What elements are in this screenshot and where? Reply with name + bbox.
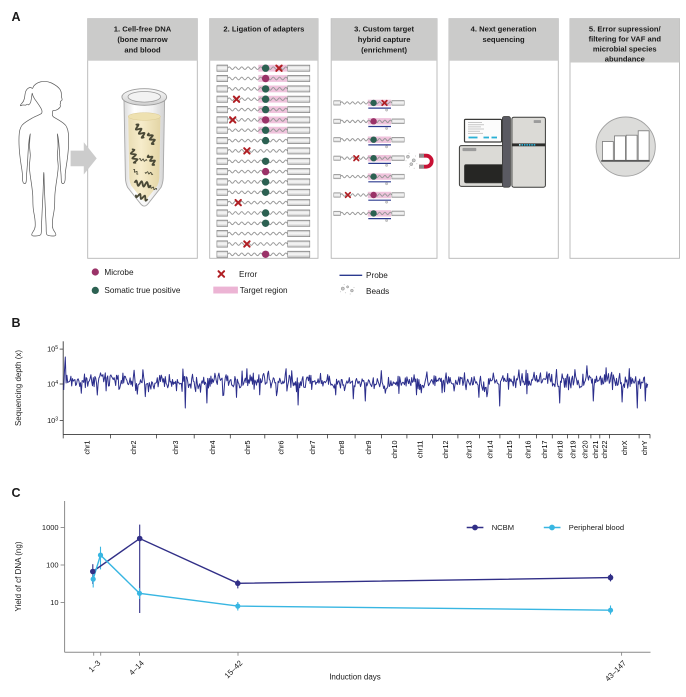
svg-text:2. Ligation of adapters: 2. Ligation of adapters <box>223 25 304 34</box>
svg-text:103: 103 <box>47 416 58 425</box>
svg-text:sequencing: sequencing <box>482 35 525 44</box>
svg-text:A: A <box>12 10 21 24</box>
svg-text:chr17: chr17 <box>540 441 549 459</box>
svg-text:filtering for VAF and: filtering for VAF and <box>589 35 662 44</box>
svg-text:Microbe: Microbe <box>104 268 134 277</box>
svg-text:NCBM: NCBM <box>492 523 514 532</box>
svg-text:chr1: chr1 <box>83 440 92 454</box>
svg-text:chr5: chr5 <box>243 440 252 454</box>
svg-text:Probe: Probe <box>366 271 388 280</box>
svg-text:chr11: chr11 <box>415 441 424 458</box>
svg-text:10: 10 <box>50 598 58 607</box>
svg-text:chr19: chr19 <box>569 441 578 459</box>
svg-text:chr4: chr4 <box>208 440 217 454</box>
svg-text:chr13: chr13 <box>464 441 473 459</box>
svg-text:3. Custom target: 3. Custom target <box>354 25 414 34</box>
svg-text:104: 104 <box>47 380 58 389</box>
svg-text:chr10: chr10 <box>390 441 399 459</box>
svg-text:chr14: chr14 <box>485 441 494 459</box>
svg-text:Yield of cf DNA (ng): Yield of cf DNA (ng) <box>14 541 23 611</box>
svg-text:Peripheral blood: Peripheral blood <box>569 523 624 532</box>
svg-text:Somatic true positive: Somatic true positive <box>104 286 180 295</box>
svg-text:4. Next generation: 4. Next generation <box>471 25 537 34</box>
svg-text:chr6: chr6 <box>277 440 286 454</box>
svg-text:chrY: chrY <box>640 440 649 455</box>
svg-text:(bone marrow: (bone marrow <box>117 35 167 44</box>
svg-text:(enrichment): (enrichment) <box>361 45 407 54</box>
svg-text:Beads: Beads <box>366 287 389 296</box>
svg-text:chr9: chr9 <box>364 440 373 454</box>
svg-text:chr3: chr3 <box>171 440 180 454</box>
svg-text:C: C <box>12 486 21 500</box>
svg-text:chr15: chr15 <box>505 441 514 459</box>
svg-text:Induction days: Induction days <box>329 673 381 682</box>
svg-text:and blood: and blood <box>124 45 161 54</box>
svg-text:1000: 1000 <box>42 523 59 532</box>
svg-text:chr20: chr20 <box>580 441 589 459</box>
svg-text:5. Error supression/: 5. Error supression/ <box>589 25 662 34</box>
svg-text:Error: Error <box>239 270 257 279</box>
svg-text:Sequencing depth (x): Sequencing depth (x) <box>14 350 23 426</box>
svg-text:chr2: chr2 <box>129 440 138 454</box>
svg-text:chr18: chr18 <box>556 441 565 459</box>
svg-text:microbial species: microbial species <box>593 45 657 54</box>
svg-text:105: 105 <box>47 345 58 354</box>
svg-text:chr22: chr22 <box>600 441 609 459</box>
svg-text:chr12: chr12 <box>441 441 450 459</box>
svg-text:abundance: abundance <box>605 55 645 64</box>
svg-text:1. Cell-free DNA: 1. Cell-free DNA <box>114 25 172 34</box>
svg-text:hybrid capture: hybrid capture <box>358 35 411 44</box>
svg-text:chr8: chr8 <box>337 440 346 454</box>
svg-text:chr7: chr7 <box>308 440 317 454</box>
svg-text:chr16: chr16 <box>524 441 533 459</box>
svg-text:chr21: chr21 <box>591 441 600 459</box>
svg-text:B: B <box>12 316 21 330</box>
svg-text:Target region: Target region <box>240 286 288 295</box>
svg-text:chrX: chrX <box>620 440 629 455</box>
svg-text:100: 100 <box>46 561 59 570</box>
